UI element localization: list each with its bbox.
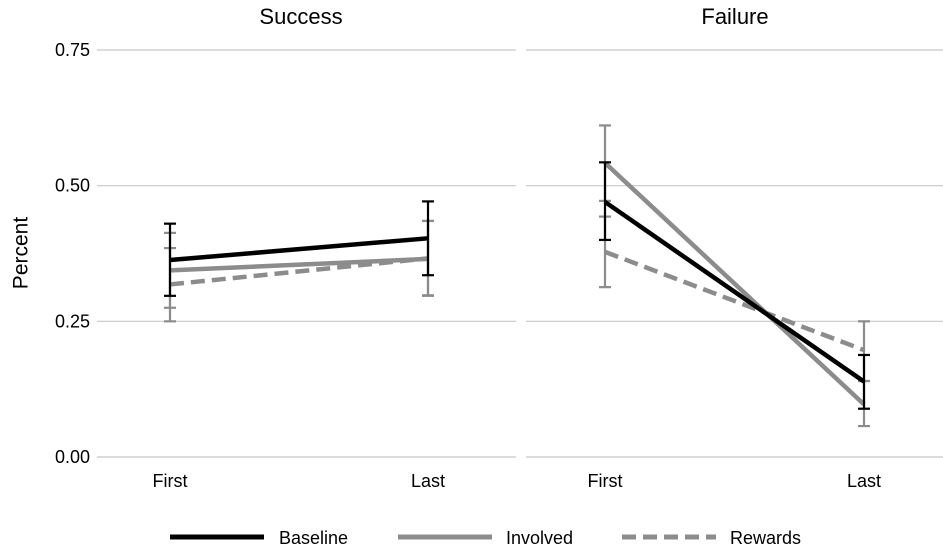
y-tick-label-2: 0.50 [55, 176, 90, 196]
y-tick-label-3: 0.75 [55, 40, 90, 60]
series-line-baseline-panel1 [169, 236, 429, 263]
y-tick-label-0: 0.00 [55, 447, 90, 467]
axis-layer: First Last First Last 0.00 0.25 0.50 0.75 [55, 40, 881, 491]
series-line-involved-panel2 [603, 161, 866, 407]
x-tick-label-panel1-last: Last [411, 471, 445, 491]
series-line-rewards-panel2 [604, 249, 865, 353]
title-layer: Success Failure [259, 4, 768, 29]
legend: Baseline Involved Rewards [170, 528, 801, 548]
x-tick-label-panel2-first: First [588, 471, 623, 491]
x-tick-label-panel2-last: Last [847, 471, 881, 491]
series-layer [164, 124, 870, 428]
legend-label-rewards: Rewards [730, 528, 801, 548]
legend-label-baseline: Baseline [279, 528, 348, 548]
y-tick-label-1: 0.25 [55, 311, 90, 331]
y-axis-label: Percent [10, 217, 33, 290]
x-tick-label-panel1-first: First [153, 471, 188, 491]
series-line-baseline-panel2 [603, 200, 866, 384]
series-line-involved-panel1 [169, 256, 429, 273]
panel-title-failure: Failure [701, 4, 768, 29]
legend-label-involved: Involved [506, 528, 573, 548]
panel-title-success: Success [259, 4, 342, 29]
